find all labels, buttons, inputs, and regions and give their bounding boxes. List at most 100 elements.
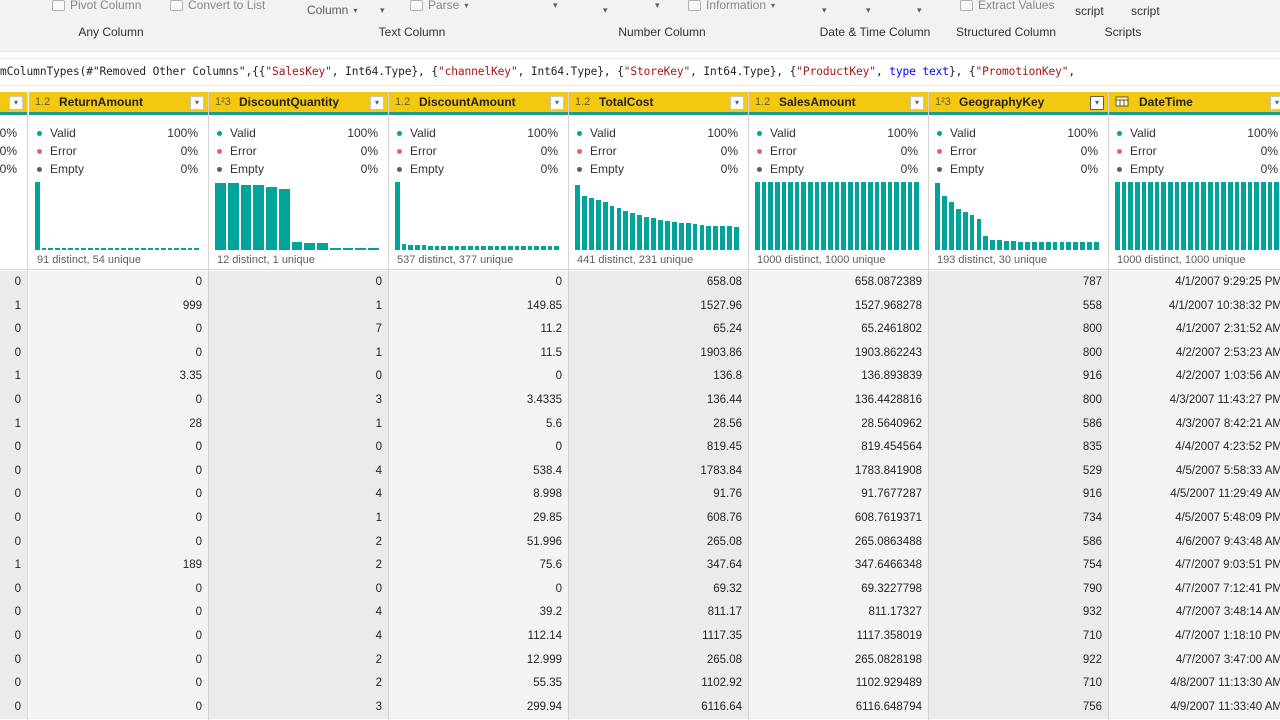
histogram-bar[interactable] xyxy=(468,245,473,250)
histogram-bar[interactable] xyxy=(637,214,643,250)
histogram-bar[interactable] xyxy=(108,247,113,250)
histogram-bar[interactable] xyxy=(1207,182,1213,250)
table-cell[interactable]: 3.4335 xyxy=(526,393,562,406)
table-cell[interactable]: 4/6/2007 9:43:48 AM xyxy=(1175,535,1280,548)
histogram-bar[interactable] xyxy=(291,241,303,250)
histogram-bar[interactable] xyxy=(671,222,677,250)
table-cell[interactable]: 538.4 xyxy=(533,464,562,477)
table-cell[interactable]: 265.0863488 xyxy=(854,535,922,548)
column-header[interactable]: 1.2 TotalCost ▾ xyxy=(569,92,748,115)
histogram-bar[interactable] xyxy=(101,247,107,250)
table-cell[interactable]: 0 xyxy=(14,393,21,406)
histogram-bar[interactable] xyxy=(1004,241,1010,250)
histogram-bar[interactable] xyxy=(602,202,608,250)
table-cell[interactable]: 1783.84 xyxy=(700,464,742,477)
decimal-type-icon[interactable]: 1.2 xyxy=(395,96,411,108)
histogram-bar[interactable] xyxy=(1018,241,1023,250)
table-cell[interactable]: 4 xyxy=(375,629,382,642)
histogram-bar[interactable] xyxy=(706,225,712,250)
histogram-bar[interactable] xyxy=(867,182,873,250)
histogram-bar[interactable] xyxy=(1094,241,1099,250)
table-cell[interactable]: 136.8 xyxy=(713,370,742,383)
histogram-bar[interactable] xyxy=(914,182,919,250)
information-button[interactable]: Information ▾ xyxy=(688,0,775,12)
histogram-bar[interactable] xyxy=(494,245,500,250)
histogram-bar[interactable] xyxy=(317,243,328,250)
chevron-down-icon[interactable]: ▾ xyxy=(655,0,660,10)
table-cell[interactable]: 91.7677287 xyxy=(861,488,922,501)
histogram-bar[interactable] xyxy=(1267,182,1273,250)
table-cell[interactable]: 811.17 xyxy=(707,606,742,619)
value-distribution-histogram[interactable] xyxy=(215,180,381,250)
table-cell[interactable]: 3 xyxy=(375,393,382,406)
histogram-bar[interactable] xyxy=(814,182,820,250)
histogram-bar[interactable] xyxy=(414,245,420,250)
table-cell[interactable]: 0 xyxy=(195,488,202,501)
table-cell[interactable]: 0 xyxy=(14,629,21,642)
parse-button[interactable]: Parse ▾ xyxy=(410,0,468,12)
histogram-bar[interactable] xyxy=(575,185,580,250)
table-cell[interactable]: 4/7/2007 1:18:10 PM xyxy=(1175,629,1280,642)
table-cell[interactable]: 11.5 xyxy=(540,346,562,359)
run-python-script-button[interactable]: script xyxy=(1131,4,1160,18)
table-cell[interactable]: 0 xyxy=(14,441,21,454)
column-name[interactable]: ReturnAmount xyxy=(59,95,143,109)
histogram-bar[interactable] xyxy=(1011,241,1016,250)
column-filter-dropdown-icon[interactable]: ▾ xyxy=(9,96,23,110)
table-cell[interactable]: 819.45 xyxy=(706,441,742,454)
histogram-bar[interactable] xyxy=(1059,241,1065,250)
table-cell[interactable]: 28.56 xyxy=(713,417,742,430)
histogram-bar[interactable] xyxy=(907,182,913,250)
table-cell[interactable]: 11.2 xyxy=(540,323,562,336)
histogram-bar[interactable] xyxy=(368,247,379,250)
histogram-bar[interactable] xyxy=(94,247,100,250)
run-r-script-button[interactable]: script xyxy=(1075,4,1104,18)
table-cell[interactable]: 1 xyxy=(375,346,382,359)
table-cell[interactable]: 265.0828198 xyxy=(854,653,922,666)
table-cell[interactable]: 790 xyxy=(1082,582,1102,595)
histogram-bar[interactable] xyxy=(154,247,160,250)
table-cell[interactable]: 0 xyxy=(195,346,202,359)
histogram-bar[interactable] xyxy=(81,247,87,250)
histogram-bar[interactable] xyxy=(935,183,940,250)
histogram-bar[interactable] xyxy=(421,245,427,250)
column-filter-dropdown-icon[interactable]: ▾ xyxy=(550,96,564,110)
histogram-bar[interactable] xyxy=(861,182,866,250)
value-distribution-histogram[interactable] xyxy=(575,180,741,250)
histogram-bar[interactable] xyxy=(1038,241,1044,250)
histogram-bar[interactable] xyxy=(1073,241,1079,250)
histogram-bar[interactable] xyxy=(781,182,787,250)
table-cell[interactable]: 299.94 xyxy=(526,700,562,713)
column-header[interactable]: DateTime ▾ xyxy=(1109,92,1280,115)
histogram-bar[interactable] xyxy=(658,220,663,250)
table-cell[interactable]: 8.998 xyxy=(533,488,562,501)
table-cell[interactable]: 916 xyxy=(1082,370,1102,383)
table-cell[interactable]: 4/9/2007 11:33:40 AM xyxy=(1170,700,1280,713)
table-cell[interactable]: 2 xyxy=(375,559,382,572)
table-cell[interactable]: 0 xyxy=(195,582,202,595)
histogram-bar[interactable] xyxy=(481,245,486,250)
table-cell[interactable]: 734 xyxy=(1082,511,1102,524)
histogram-bar[interactable] xyxy=(801,182,807,250)
decimal-type-icon[interactable]: 1.2 xyxy=(575,96,591,108)
table-cell[interactable]: 787 xyxy=(1082,276,1102,288)
histogram-bar[interactable] xyxy=(507,245,513,250)
table-cell[interactable]: 4/7/2007 3:47:00 AM xyxy=(1175,653,1280,666)
table-cell[interactable]: 4/4/2007 4:23:52 PM xyxy=(1175,441,1280,454)
column-name[interactable]: GeographyKey xyxy=(959,95,1045,109)
table-cell[interactable]: 0 xyxy=(14,488,21,501)
table-cell[interactable]: 0 xyxy=(555,441,562,454)
histogram-bar[interactable] xyxy=(514,245,520,250)
table-cell[interactable]: 4/1/2007 9:29:25 PM xyxy=(1175,276,1280,288)
histogram-bar[interactable] xyxy=(134,247,140,250)
histogram-bar[interactable] xyxy=(1274,182,1279,250)
histogram-bar[interactable] xyxy=(1254,182,1260,250)
table-cell[interactable]: 2 xyxy=(375,653,382,666)
column-name[interactable]: DiscountQuantity xyxy=(239,95,340,109)
histogram-bar[interactable] xyxy=(955,209,961,250)
histogram-bar[interactable] xyxy=(355,247,367,250)
decimal-type-icon[interactable]: 1.2 xyxy=(35,96,51,108)
table-cell[interactable]: 0 xyxy=(14,535,21,548)
table-cell[interactable]: 1783.841908 xyxy=(854,464,922,477)
column-name[interactable]: DateTime xyxy=(1139,95,1193,109)
